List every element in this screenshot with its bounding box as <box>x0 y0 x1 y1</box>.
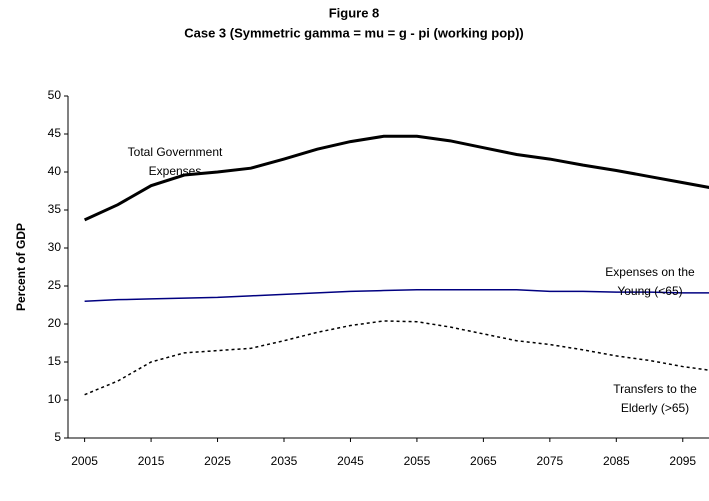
data-line <box>84 289 709 302</box>
chart-title: Figure 8 <box>329 5 380 20</box>
y-tick-label: 10 <box>48 392 62 406</box>
series-annotation: Expenses <box>149 164 202 178</box>
series-annotation: Expenses on the <box>605 265 695 279</box>
x-tick-label: 2025 <box>204 454 231 468</box>
series-annotation: Elderly (>65) <box>621 401 689 415</box>
x-tick-label: 2065 <box>470 454 497 468</box>
x-tick-label: 2045 <box>337 454 364 468</box>
y-axis-title: Percent of GDP <box>14 223 28 311</box>
y-tick-label: 5 <box>54 430 61 444</box>
series-annotation: Total Government <box>128 145 223 159</box>
series-annotation: Transfers to the <box>613 382 697 396</box>
data-line <box>83 134 709 222</box>
chart-subtitle: Case 3 (Symmetric gamma = mu = g - pi (w… <box>184 25 524 40</box>
x-tick-label: 2005 <box>71 454 98 468</box>
x-tick-label: 2015 <box>138 454 165 468</box>
x-tick-label: 2075 <box>536 454 563 468</box>
x-tick-label: 2055 <box>404 454 431 468</box>
y-tick-label: 35 <box>48 202 62 216</box>
y-tick-label: 20 <box>48 316 62 330</box>
y-tick-label: 45 <box>48 126 62 140</box>
y-tick-label: 40 <box>48 164 62 178</box>
x-tick-label: 2095 <box>669 454 696 468</box>
data-line <box>84 320 709 396</box>
y-tick-label: 50 <box>48 88 62 102</box>
x-tick-label: 2035 <box>271 454 298 468</box>
x-tick-label: 2085 <box>603 454 630 468</box>
y-tick-label: 30 <box>48 240 62 254</box>
y-tick-label: 15 <box>48 354 62 368</box>
y-tick-label: 25 <box>48 278 62 292</box>
series-annotation: Young (<65) <box>617 284 682 298</box>
